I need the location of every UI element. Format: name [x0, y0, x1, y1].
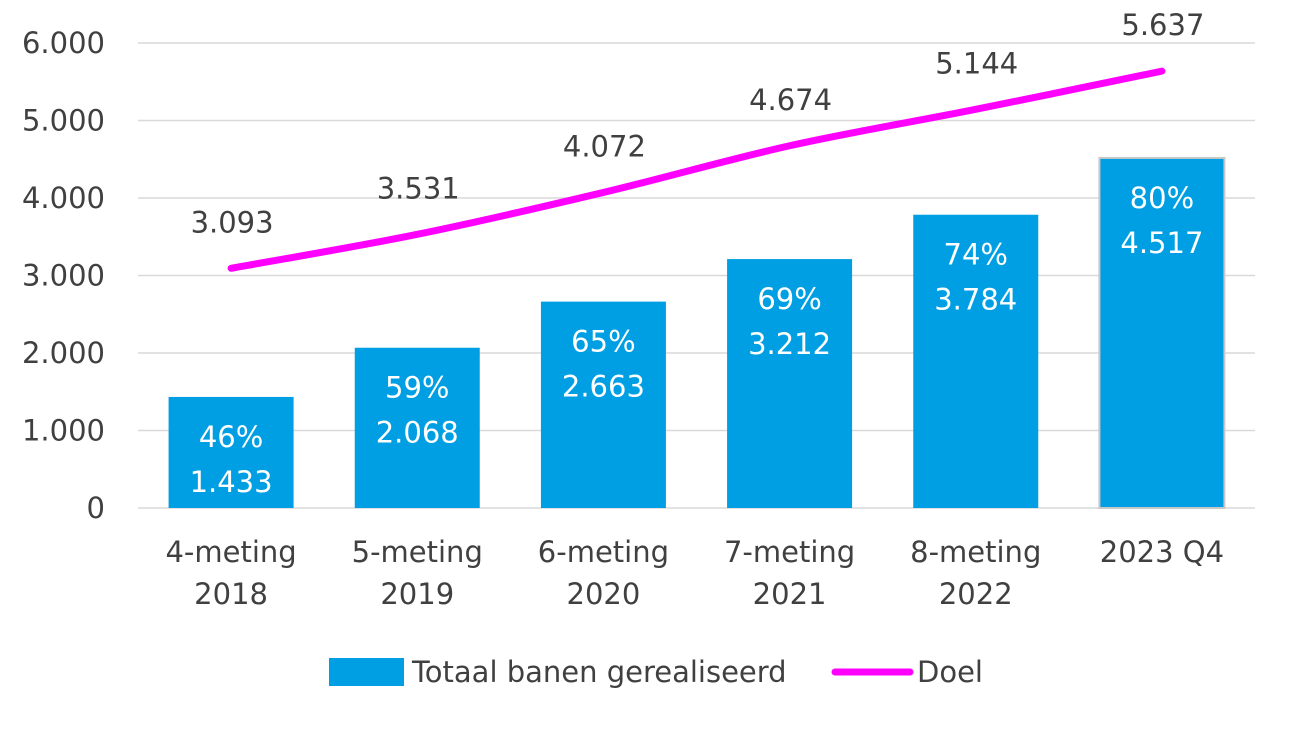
bar-value-label: 2.068 — [376, 416, 459, 450]
bar — [727, 259, 853, 508]
legend: Totaal banen gerealiseerd Doel — [329, 655, 983, 689]
bar-percent-label: 69% — [757, 282, 821, 316]
legend-label-doel: Doel — [917, 655, 983, 689]
bar-percent-label: 46% — [199, 420, 263, 454]
x-tick-label: 8-meting 2022 — [910, 535, 1041, 611]
gridlines — [138, 42, 1255, 509]
bar-series: 46% 1.433 59% 2.068 65% 2.663 69% 3.212 74% 3.784… — [168, 156, 1226, 509]
y-tick-label: 3.000 — [22, 259, 105, 293]
bar-value-label: 3.212 — [748, 327, 831, 361]
bar-percent-label: 59% — [385, 371, 449, 405]
bar-value-label: 2.663 — [562, 370, 645, 404]
x-tick-label: 5-meting 2019 — [352, 535, 483, 611]
y-tick-label: 5.000 — [22, 104, 105, 138]
y-tick-label: 0 — [87, 491, 105, 525]
y-tick-label: 2.000 — [22, 336, 105, 370]
x-tick-label: 2023 Q4 — [1100, 535, 1224, 569]
y-tick-label: 6.000 — [22, 26, 105, 60]
x-tick-label: 6-meting 2020 — [538, 535, 669, 611]
line-value-label: 3.093 — [191, 205, 274, 239]
line-value-label: 5.637 — [1121, 8, 1204, 42]
bar — [354, 347, 480, 508]
x-tick-label: 4-meting 2018 — [165, 535, 296, 611]
line-value-label: 5.144 — [935, 46, 1018, 80]
line-value-label: 3.531 — [377, 171, 460, 205]
bar — [168, 396, 294, 508]
bar-value-label: 1.433 — [190, 465, 273, 499]
bar-value-label: 4.517 — [1120, 226, 1203, 260]
bar — [913, 214, 1039, 509]
y-axis-ticks: 0 1.000 2.000 3.000 4.000 5.000 6.000 — [22, 26, 105, 525]
x-axis-ticks: 4-meting 2018 5-meting 2019 6-meting 2020 7-me… — [165, 535, 1224, 611]
x-tick-label: 7-meting 2021 — [724, 535, 855, 611]
bar-value-label: 3.784 — [934, 283, 1017, 317]
legend-label-totaal: Totaal banen gerealiseerd — [411, 655, 787, 689]
line-value-label: 4.674 — [749, 83, 832, 117]
y-tick-label: 4.000 — [22, 181, 105, 215]
line-series: 3.093 3.531 4.072 4.674 5.144 5.637 — [191, 8, 1204, 272]
bar-percent-label: 80% — [1130, 181, 1194, 215]
line-value-label: 4.072 — [563, 129, 646, 163]
bar — [1098, 156, 1226, 509]
bar-percent-label: 65% — [571, 325, 635, 359]
bar-percent-label: 74% — [944, 238, 1008, 272]
y-tick-label: 1.000 — [22, 414, 105, 448]
legend-swatch-bar — [329, 658, 404, 686]
bar — [540, 301, 666, 508]
series-line-doel — [227, 67, 1166, 272]
